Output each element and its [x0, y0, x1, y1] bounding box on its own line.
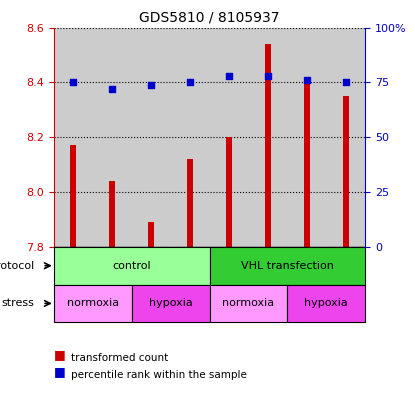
Text: protocol: protocol: [0, 261, 34, 271]
Bar: [226, 137, 232, 247]
Text: ■: ■: [54, 348, 66, 361]
Point: [265, 73, 271, 79]
Text: control: control: [112, 261, 151, 271]
Text: normoxia: normoxia: [222, 298, 275, 309]
Point: [109, 86, 116, 92]
FancyBboxPatch shape: [210, 285, 287, 322]
FancyBboxPatch shape: [287, 285, 365, 322]
Bar: [110, 181, 115, 247]
Bar: [71, 145, 76, 247]
Text: VHL transfection: VHL transfection: [241, 261, 334, 271]
Bar: [343, 96, 349, 247]
Bar: [249, 28, 287, 247]
Point: [148, 81, 154, 88]
Text: hypoxia: hypoxia: [149, 298, 193, 309]
Bar: [287, 28, 326, 247]
Bar: [187, 159, 193, 247]
FancyBboxPatch shape: [210, 247, 365, 285]
Bar: [93, 28, 132, 247]
Point: [342, 79, 349, 86]
Title: GDS5810 / 8105937: GDS5810 / 8105937: [139, 11, 280, 25]
Bar: [304, 83, 310, 247]
Text: stress: stress: [2, 298, 34, 309]
Bar: [132, 28, 171, 247]
Text: percentile rank within the sample: percentile rank within the sample: [71, 370, 247, 380]
Bar: [148, 222, 154, 247]
FancyBboxPatch shape: [54, 285, 132, 322]
Bar: [326, 28, 365, 247]
Text: transformed count: transformed count: [71, 353, 168, 363]
FancyBboxPatch shape: [54, 247, 210, 285]
FancyBboxPatch shape: [132, 285, 210, 322]
Point: [187, 79, 193, 86]
Text: ■: ■: [54, 365, 66, 378]
Bar: [171, 28, 210, 247]
Bar: [210, 28, 249, 247]
Point: [226, 73, 232, 79]
Bar: [54, 28, 93, 247]
Text: normoxia: normoxia: [67, 298, 119, 309]
Bar: [265, 44, 271, 247]
Point: [303, 77, 310, 83]
Text: hypoxia: hypoxia: [305, 298, 348, 309]
Point: [70, 79, 77, 86]
